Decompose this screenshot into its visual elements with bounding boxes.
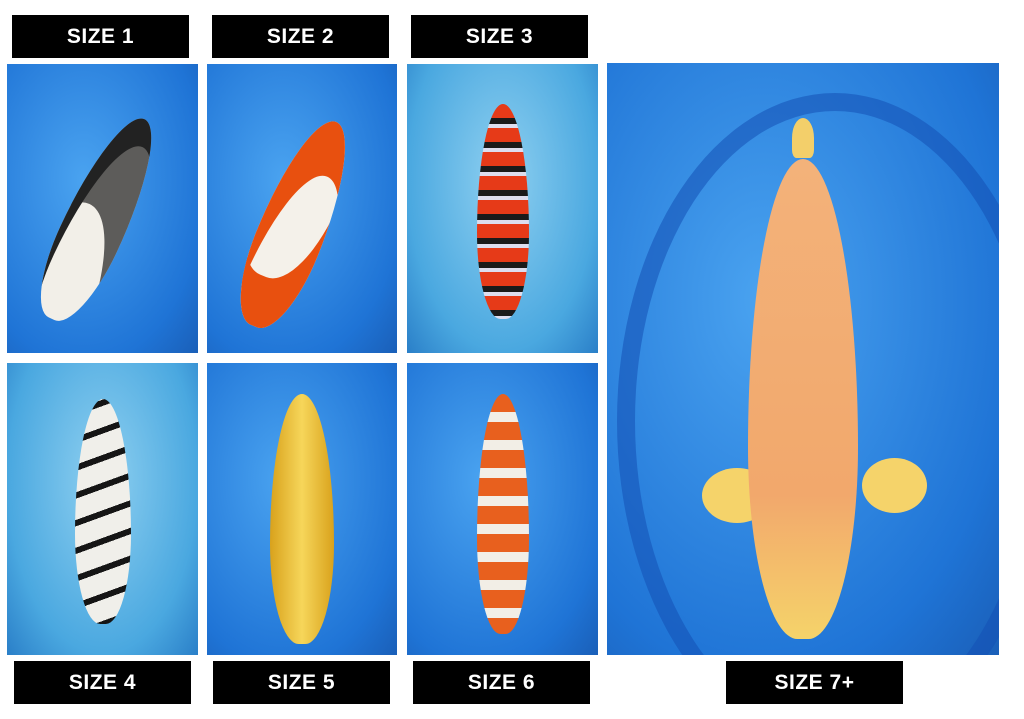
photo-size-1	[7, 64, 198, 353]
photo-size-7	[607, 63, 999, 655]
label-size-7-plus: SIZE 7+	[726, 661, 903, 704]
photo-size-4	[7, 363, 198, 655]
photo-size-3	[407, 64, 598, 353]
label-size-5: SIZE 5	[213, 661, 390, 704]
photo-size-6	[407, 363, 598, 655]
label-size-3: SIZE 3	[411, 15, 588, 58]
label-size-4: SIZE 4	[14, 661, 191, 704]
label-size-2: SIZE 2	[212, 15, 389, 58]
label-size-6: SIZE 6	[413, 661, 590, 704]
label-size-1: SIZE 1	[12, 15, 189, 58]
photo-size-2	[207, 64, 397, 353]
photo-size-5	[207, 363, 397, 655]
